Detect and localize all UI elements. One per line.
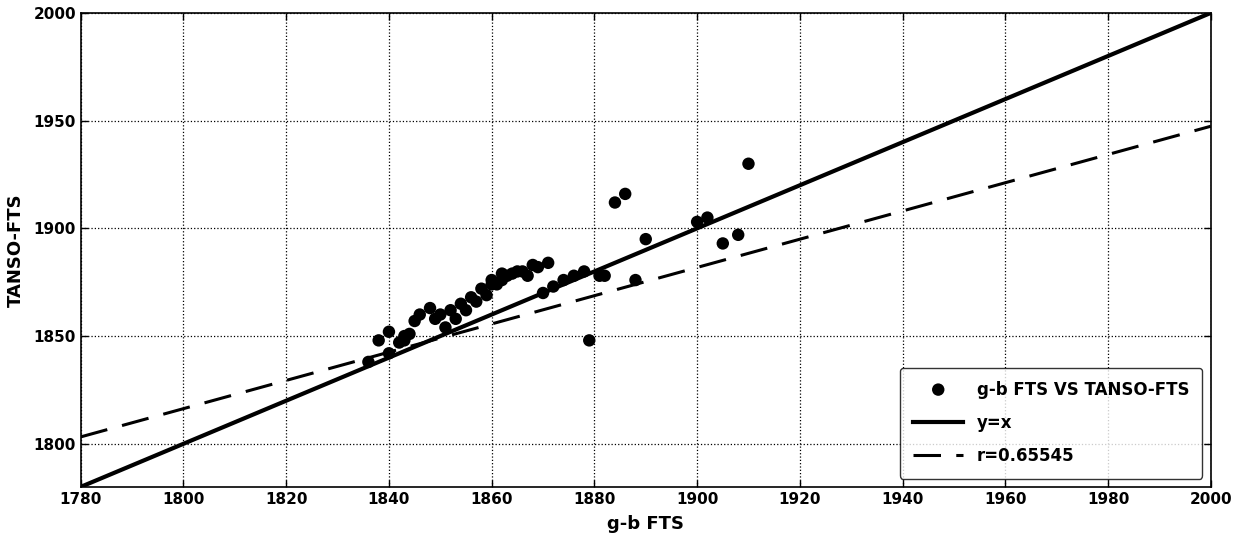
g-b FTS VS TANSO-FTS <box>482 276 502 285</box>
g-b FTS VS TANSO-FTS <box>518 272 538 280</box>
g-b FTS VS TANSO-FTS <box>394 336 414 345</box>
g-b FTS VS TANSO-FTS <box>379 349 399 357</box>
g-b FTS VS TANSO-FTS <box>477 291 497 300</box>
g-b FTS VS TANSO-FTS <box>729 231 748 239</box>
g-b FTS VS TANSO-FTS <box>405 316 425 325</box>
g-b FTS VS TANSO-FTS <box>436 323 456 332</box>
g-b FTS VS TANSO-FTS <box>420 303 440 312</box>
g-b FTS VS TANSO-FTS <box>358 357 378 366</box>
g-b FTS VS TANSO-FTS <box>616 190 636 198</box>
X-axis label: g-b FTS: g-b FTS <box>607 515 684 533</box>
g-b FTS VS TANSO-FTS <box>441 306 461 314</box>
g-b FTS VS TANSO-FTS <box>538 259 558 267</box>
g-b FTS VS TANSO-FTS <box>523 261 543 269</box>
g-b FTS VS TANSO-FTS <box>738 159 758 168</box>
g-b FTS VS TANSO-FTS <box>446 314 466 323</box>
g-b FTS VS TANSO-FTS <box>502 269 522 278</box>
g-b FTS VS TANSO-FTS <box>482 280 502 289</box>
g-b FTS VS TANSO-FTS <box>564 272 584 280</box>
g-b FTS VS TANSO-FTS <box>508 267 528 276</box>
g-b FTS VS TANSO-FTS <box>595 272 615 280</box>
g-b FTS VS TANSO-FTS <box>492 269 512 278</box>
g-b FTS VS TANSO-FTS <box>528 263 548 272</box>
g-b FTS VS TANSO-FTS <box>456 306 476 314</box>
g-b FTS VS TANSO-FTS <box>389 338 409 347</box>
g-b FTS VS TANSO-FTS <box>636 235 655 244</box>
g-b FTS VS TANSO-FTS <box>410 310 430 319</box>
g-b FTS VS TANSO-FTS <box>430 310 450 319</box>
g-b FTS VS TANSO-FTS <box>461 293 481 302</box>
g-b FTS VS TANSO-FTS <box>394 332 414 340</box>
Legend: g-b FTS VS TANSO-FTS, y=x, r=0.65545: g-b FTS VS TANSO-FTS, y=x, r=0.65545 <box>900 368 1202 478</box>
g-b FTS VS TANSO-FTS <box>626 276 646 285</box>
g-b FTS VS TANSO-FTS <box>497 272 517 280</box>
g-b FTS VS TANSO-FTS <box>605 198 624 207</box>
g-b FTS VS TANSO-FTS <box>590 272 610 280</box>
g-b FTS VS TANSO-FTS <box>554 276 574 285</box>
g-b FTS VS TANSO-FTS <box>574 267 593 276</box>
g-b FTS VS TANSO-FTS <box>451 300 471 308</box>
g-b FTS VS TANSO-FTS <box>698 213 717 222</box>
g-b FTS VS TANSO-FTS <box>544 282 564 291</box>
g-b FTS VS TANSO-FTS <box>379 327 399 336</box>
g-b FTS VS TANSO-FTS <box>580 336 600 345</box>
g-b FTS VS TANSO-FTS <box>399 329 419 338</box>
Y-axis label: TANSO-FTS: TANSO-FTS <box>7 193 25 307</box>
g-b FTS VS TANSO-FTS <box>712 239 732 248</box>
g-b FTS VS TANSO-FTS <box>513 267 533 276</box>
g-b FTS VS TANSO-FTS <box>688 218 707 226</box>
g-b FTS VS TANSO-FTS <box>425 314 445 323</box>
g-b FTS VS TANSO-FTS <box>533 289 553 298</box>
g-b FTS VS TANSO-FTS <box>492 276 512 285</box>
g-b FTS VS TANSO-FTS <box>472 285 492 293</box>
g-b FTS VS TANSO-FTS <box>487 280 507 289</box>
g-b FTS VS TANSO-FTS <box>369 336 389 345</box>
g-b FTS VS TANSO-FTS <box>466 298 486 306</box>
